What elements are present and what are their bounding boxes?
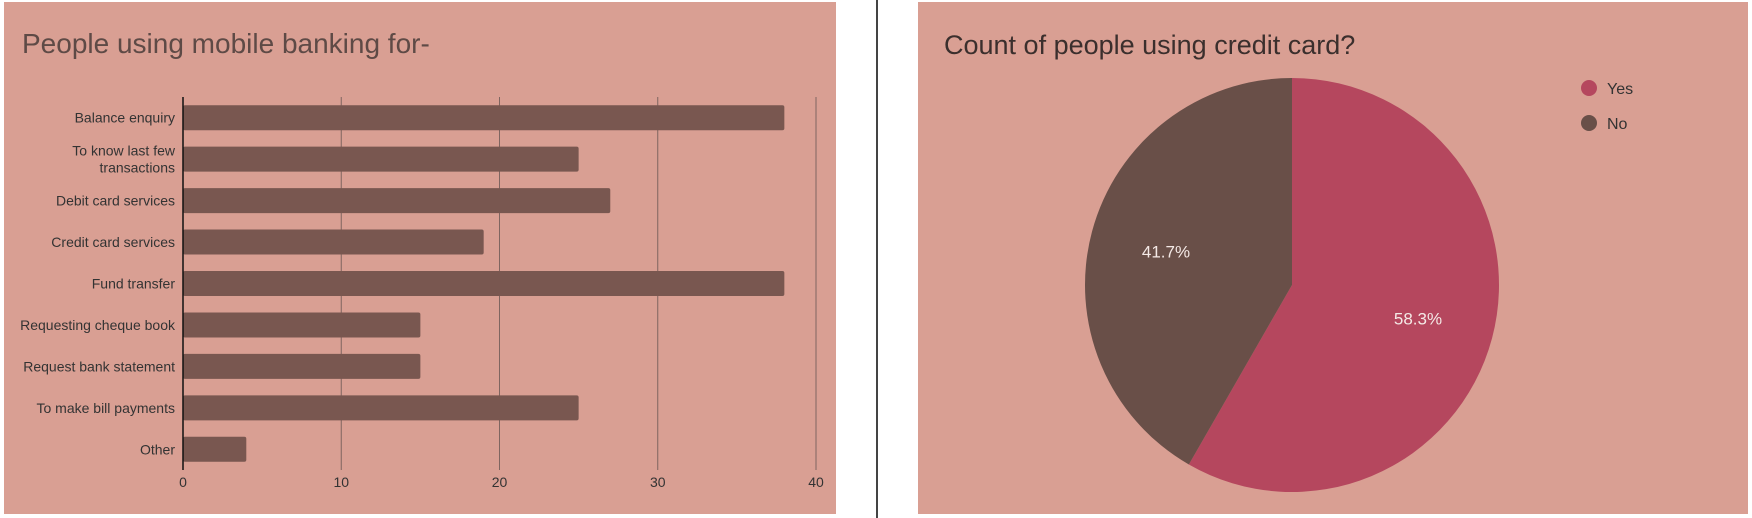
bar-chart-panel: People using mobile banking for- 0 10 20 30… [4,2,836,514]
legend-label: Yes [1607,81,1633,98]
slice-label: 58.3% [1394,310,1442,329]
legend-label: No [1607,116,1628,133]
bar [183,146,579,172]
category-label: Request bank statement [23,358,175,374]
category-label: Requesting cheque book [20,317,176,333]
legend-swatch [1581,80,1597,96]
bar-chart-title: People using mobile banking for- [22,28,430,59]
pie-slice [1188,78,1499,492]
category-label: transactions [100,160,175,176]
category-label: Balance enquiry [75,110,175,126]
legend-swatch [1581,115,1597,131]
bar [183,353,421,379]
bar [183,436,247,462]
x-tick-label: 30 [650,474,666,490]
x-tick-label: 10 [333,474,349,490]
category-label: Fund transfer [92,276,176,292]
pie-chart-title: Count of people using credit card? [944,30,1356,60]
slice-label: 41.7% [1142,242,1190,261]
bar-chart: 0 10 20 30 40 Balance enquiry To know last few… [20,97,824,490]
bar [183,188,611,214]
x-tick-label: 0 [179,474,187,490]
bar [183,105,785,131]
pie-chart: 58.3% 41.7% Yes No [1085,78,1633,492]
x-tick-label: 40 [808,474,824,490]
category-label: To make bill payments [36,400,175,416]
pie-slice [1085,78,1292,465]
category-label: Other [140,441,175,457]
x-tick-label: 20 [492,474,508,490]
category-label: Credit card services [51,234,175,250]
bar [183,229,484,255]
pie-chart-panel: Count of people using credit card? 58.3%… [918,2,1748,514]
bar [183,395,579,421]
bar [183,312,421,338]
category-label: To know last few [72,143,176,159]
bar [183,271,785,296]
category-label: Debit card services [56,193,175,209]
panel-divider [876,0,878,518]
